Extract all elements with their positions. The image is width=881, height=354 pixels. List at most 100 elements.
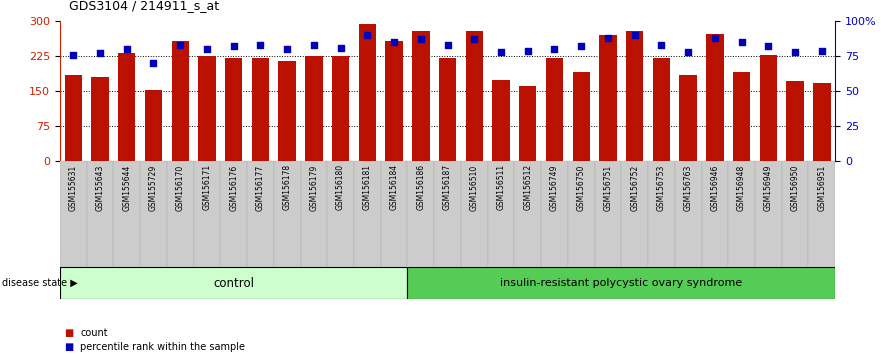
Bar (274, 161, 300, 267)
Bar (220, 161, 247, 267)
Bar (439, 58, 456, 161)
Bar (305, 56, 322, 161)
Text: GSM156187: GSM156187 (443, 164, 452, 210)
Text: GSM156511: GSM156511 (497, 164, 506, 210)
Text: GSM156184: GSM156184 (389, 164, 398, 210)
Bar (541, 161, 568, 267)
Bar (626, 32, 643, 161)
Text: GSM156763: GSM156763 (684, 164, 692, 211)
Text: insulin-resistant polycystic ovary syndrome: insulin-resistant polycystic ovary syndr… (500, 278, 743, 288)
Text: GSM156176: GSM156176 (229, 164, 238, 211)
Point (627, 32, 641, 38)
Bar (465, 32, 483, 161)
Point (146, 60, 160, 66)
Bar (60, 267, 407, 299)
Point (174, 42, 188, 48)
Bar (733, 72, 751, 161)
Bar (144, 90, 162, 161)
Text: GDS3104 / 214911_s_at: GDS3104 / 214911_s_at (69, 0, 218, 12)
Point (681, 49, 695, 55)
Text: ■: ■ (64, 342, 73, 352)
Point (440, 42, 455, 48)
Bar (278, 61, 296, 161)
Text: GSM155644: GSM155644 (122, 164, 131, 211)
Bar (354, 161, 381, 267)
Bar (118, 53, 136, 161)
Text: GSM156749: GSM156749 (550, 164, 559, 211)
Bar (568, 161, 595, 267)
Point (547, 46, 561, 52)
Text: GSM156752: GSM156752 (630, 164, 640, 211)
Point (761, 44, 775, 49)
Text: GSM156946: GSM156946 (710, 164, 720, 211)
Bar (327, 161, 354, 267)
Bar (434, 161, 461, 267)
Bar (809, 161, 835, 267)
Text: GSM156753: GSM156753 (657, 164, 666, 211)
Text: GSM156750: GSM156750 (577, 164, 586, 211)
Point (66, 52, 80, 58)
Text: GSM155729: GSM155729 (149, 164, 158, 211)
Bar (599, 35, 617, 161)
Point (655, 42, 669, 48)
Bar (64, 75, 82, 161)
Bar (359, 24, 376, 161)
Text: GSM156951: GSM156951 (818, 164, 826, 211)
Text: GSM156178: GSM156178 (283, 164, 292, 210)
Bar (621, 161, 648, 267)
Point (254, 42, 268, 48)
Bar (813, 83, 831, 161)
Bar (140, 161, 167, 267)
Bar (679, 75, 697, 161)
Bar (461, 161, 488, 267)
Bar (492, 80, 510, 161)
Point (601, 35, 615, 41)
Text: GSM156950: GSM156950 (790, 164, 800, 211)
Bar (653, 58, 670, 161)
Point (574, 44, 589, 49)
Bar (707, 34, 723, 161)
Bar (755, 161, 781, 267)
Text: ■: ■ (64, 328, 73, 338)
Text: control: control (213, 277, 255, 290)
Text: GSM156179: GSM156179 (309, 164, 318, 211)
Bar (781, 161, 809, 267)
Bar (573, 72, 590, 161)
Bar (787, 81, 803, 161)
Text: percentile rank within the sample: percentile rank within the sample (80, 342, 245, 352)
Bar (114, 161, 140, 267)
Bar (172, 41, 189, 161)
Text: GSM156180: GSM156180 (337, 164, 345, 210)
Bar (300, 161, 327, 267)
Bar (381, 161, 407, 267)
Bar (595, 161, 621, 267)
Point (93, 51, 107, 56)
Bar (86, 161, 114, 267)
Bar (332, 56, 349, 161)
Bar (247, 161, 274, 267)
Point (707, 35, 722, 41)
Text: GSM155631: GSM155631 (69, 164, 78, 211)
Bar (194, 161, 220, 267)
Point (788, 49, 802, 55)
Text: GSM156948: GSM156948 (737, 164, 746, 211)
Bar (198, 56, 216, 161)
Bar (729, 161, 755, 267)
Bar (385, 41, 403, 161)
Text: GSM156177: GSM156177 (255, 164, 265, 211)
Bar (60, 161, 86, 267)
Bar (546, 58, 563, 161)
Text: GSM156751: GSM156751 (603, 164, 612, 211)
Bar (225, 58, 242, 161)
Point (280, 46, 294, 52)
Text: GSM156510: GSM156510 (470, 164, 478, 211)
Text: GSM156171: GSM156171 (203, 164, 211, 210)
Point (494, 49, 508, 55)
Text: GSM156949: GSM156949 (764, 164, 773, 211)
Point (815, 48, 829, 53)
Point (334, 45, 348, 51)
Text: disease state ▶: disease state ▶ (2, 278, 78, 288)
Bar (412, 32, 430, 161)
Point (120, 46, 134, 52)
Bar (675, 161, 701, 267)
